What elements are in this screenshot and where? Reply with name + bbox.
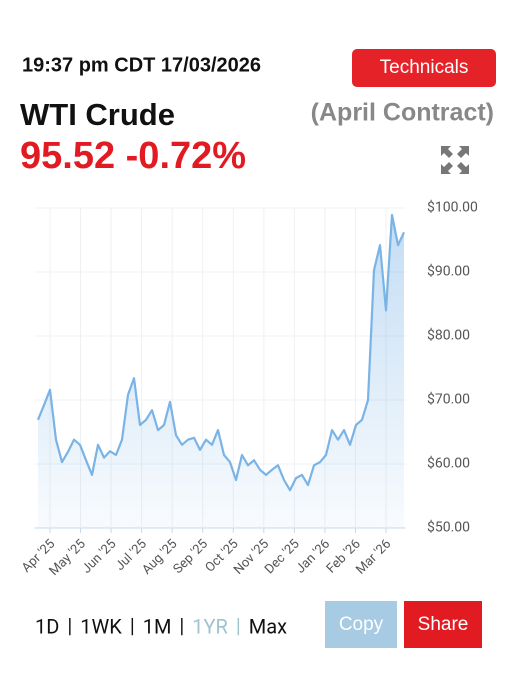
expand-glyph[interactable] xyxy=(441,146,469,174)
share-button[interactable] xyxy=(404,601,482,648)
technicals-button[interactable] xyxy=(352,49,496,87)
expand-icon[interactable] xyxy=(441,146,469,174)
range-controls: 1D | 1WK | 1M | 1YR | Max xyxy=(35,613,287,638)
y-tick-label: $50.00 xyxy=(427,519,470,536)
range-option[interactable]: 1YR xyxy=(192,614,228,638)
instrument-title: WTI Crude xyxy=(20,97,175,132)
range-option[interactable]: Max xyxy=(249,614,287,638)
timestamp: 19:37 pm CDT 17/03/2026 xyxy=(22,54,261,76)
area xyxy=(38,215,404,528)
y-tick-label: $100.00 xyxy=(427,199,478,216)
copy-button[interactable] xyxy=(325,601,397,648)
y-tick-label: $70.00 xyxy=(427,391,470,408)
quote: 95.52 -0.72% xyxy=(20,135,246,177)
y-tick-label: $60.00 xyxy=(427,455,470,472)
range-option[interactable]: 1WK xyxy=(80,614,122,638)
y-tick-label: $80.00 xyxy=(427,327,470,344)
range-separator: | xyxy=(179,613,184,637)
technicals-label[interactable]: Technicals xyxy=(380,57,469,78)
contract: (April Contract) xyxy=(311,99,494,127)
range-option[interactable]: 1M xyxy=(143,614,172,638)
y-tick-label: $90.00 xyxy=(427,263,470,280)
price-line xyxy=(36,213,405,492)
range-separator: | xyxy=(130,613,135,637)
range-option[interactable]: 1D xyxy=(35,614,59,638)
copy-label[interactable]: Copy xyxy=(339,614,384,635)
share-label[interactable]: Share xyxy=(418,614,469,635)
range-separator: | xyxy=(67,613,72,637)
range-separator: | xyxy=(236,613,241,637)
